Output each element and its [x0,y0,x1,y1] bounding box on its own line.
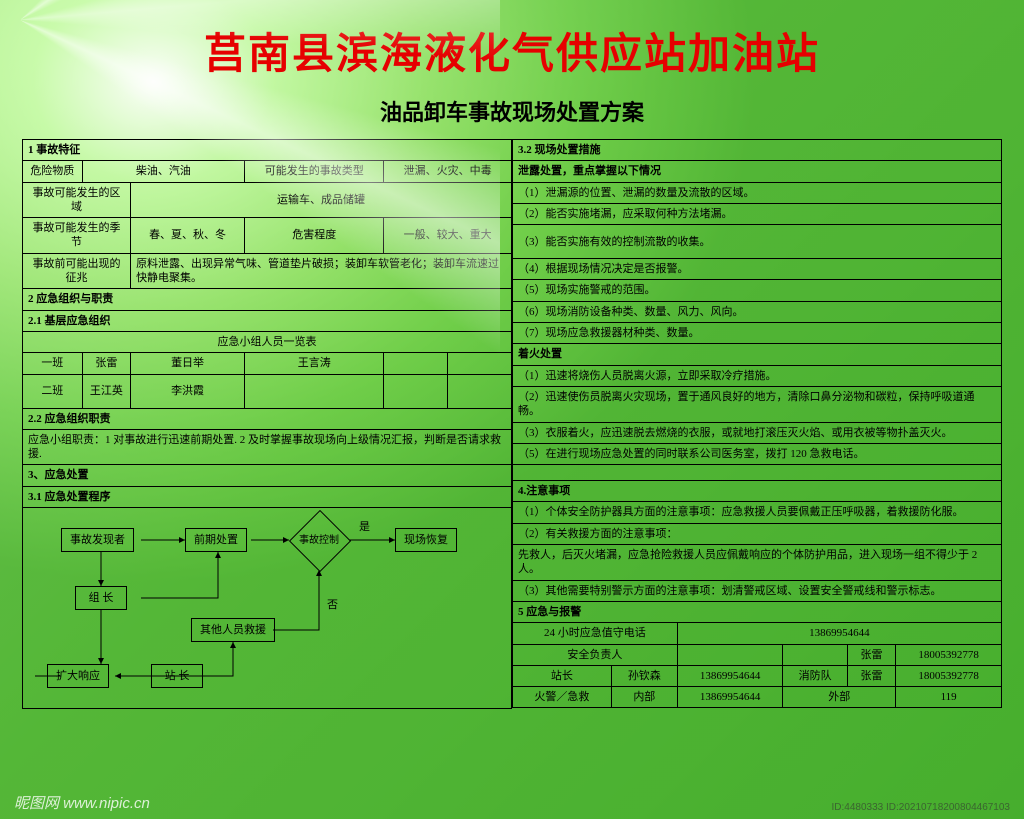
right-table: 3.2 现场处置措施 泄露处置，重点掌握以下情况 （1）泄漏源的位置、泄漏的数量… [512,139,1002,708]
cell: 18005392778 [896,644,1002,665]
s21-header: 2.1 基层应急组织 [23,310,512,331]
flow-node-expand: 扩大响应 [47,664,109,688]
cell: 可能发生的事故类型 [245,161,384,182]
cell: （2）有关救援方面的注意事项： [513,523,1002,544]
left-column: 1 事故特征 危险物质 柴油、汽油 可能发生的事故类型 泄漏、火灾、中毒 事故可… [22,139,512,709]
cell: 安全负责人 [513,644,678,665]
s4-header: 4.注意事项 [513,481,1002,502]
cell: 运输车、成品储罐 [131,182,512,218]
cell: 泄漏、火灾、中毒 [384,161,512,182]
cell: 张雷 [847,644,895,665]
cell: 张雷 [82,353,130,374]
s3-header: 3、应急处置 [23,465,512,486]
cell [448,374,512,408]
flow-label-yes: 是 [359,520,370,534]
cell: （3）能否实施有效的控制流散的收集。 [513,225,1002,259]
cell: 董日举 [131,353,245,374]
cell: （7）现场应急救援器材种类、数量。 [513,323,1002,344]
right-column: 3.2 现场处置措施 泄露处置，重点掌握以下情况 （1）泄漏源的位置、泄漏的数量… [512,139,1002,709]
cell [783,644,847,665]
cell: 事故可能发生的区域 [23,182,131,218]
flow-node-leader: 组 长 [75,586,127,610]
s5-header: 5 应急与报警 [513,601,1002,622]
s22-header: 2.2 应急组织职责 [23,408,512,429]
cell: 先救人，后灭火堵漏，应急抢险救援人员应佩戴响应的个体防护用品，进入现场一组不得少… [513,545,1002,581]
cell: （3）衣服着火，应迅速脱去燃烧的衣服，或就地打滚压灭火焰、或用衣被等物扑盖灭火。 [513,422,1002,443]
cell: （5）现场实施警戒的范围。 [513,280,1002,301]
s32-header: 3.2 现场处置措施 [513,140,1002,161]
cell: （5）在进行现场应急处置的同时联系公司医务室，拨打 120 急救电话。 [513,443,1002,464]
s1-header: 1 事故特征 [23,140,512,161]
fire-header: 着火处置 [513,344,1002,365]
cell: 一般、较大、重大 [384,218,512,254]
flow-node-control-label: 事故控制 [299,535,339,546]
cell: 李洪霞 [131,374,245,408]
cell: （4）根据现场情况决定是否报警。 [513,259,1002,280]
cell: 张雷 [847,665,895,686]
cell: （1）个体安全防护器具方面的注意事项：应急救援人员要佩戴正压呼吸器，着救援防化服… [513,502,1002,523]
flow-node-discoverer: 事故发现者 [61,528,134,552]
cell: 事故可能发生的季节 [23,218,131,254]
cell: 原料泄露、出现异常气味、管道垫片破损；装卸车软管老化；装卸车流速过快静电聚集。 [131,253,512,289]
flow-label-no: 否 [327,598,338,612]
cell: 火警／急救 [513,687,612,708]
cell: （1）迅速将烧伤人员脱离火源，立即采取冷疗措施。 [513,365,1002,386]
cell: 站长 [513,665,612,686]
cell: 二班 [23,374,83,408]
cell [513,465,1002,481]
cell: 一班 [23,353,83,374]
watermark: 昵图网 www.nipic.cn [14,792,150,813]
flow-node-control: 事故控制 [289,510,349,570]
id-text: ID:4480333 ID:20210718200804467103 [832,802,1011,813]
cell: 王江英 [82,374,130,408]
cell [448,353,512,374]
cell [384,374,448,408]
cell: 13869954644 [677,687,783,708]
content-area: 1 事故特征 危险物质 柴油、汽油 可能发生的事故类型 泄漏、火灾、中毒 事故可… [22,139,1002,709]
left-table: 1 事故特征 危险物质 柴油、汽油 可能发生的事故类型 泄漏、火灾、中毒 事故可… [22,139,512,709]
cell: 危害程度 [245,218,384,254]
cell: （2）迅速使伤员脱离火灾现场，置于通风良好的地方，清除口鼻分泌物和碳粒，保持呼吸… [513,386,1002,422]
s2-header: 2 应急组织与职责 [23,289,512,310]
flow-node-rescue: 其他人员救援 [191,618,275,642]
cell [384,353,448,374]
cell [245,374,384,408]
cell: （3）其他需要特别警示方面的注意事项：划清警戒区域、设置安全警戒线和警示标志。 [513,580,1002,601]
cell: （6）现场消防设备种类、数量、风力、风向。 [513,301,1002,322]
s31-header: 3.1 应急处置程序 [23,486,512,507]
cell: 外部 [783,687,896,708]
flow-node-restore: 现场恢复 [395,528,457,552]
page-title: 莒南县滨海液化气供应站加油站 [0,0,1024,81]
cell: 内部 [611,687,677,708]
cell: 消防队 [783,665,847,686]
cell: （2）能否实施堵漏，应采取何种方法堵漏。 [513,203,1002,224]
leak-header: 泄露处置，重点掌握以下情况 [513,161,1002,182]
cell: 事故前可能出现的征兆 [23,253,131,289]
roster-title: 应急小组人员一览表 [23,331,512,352]
cell: 王言涛 [245,353,384,374]
flow-node-chief: 站 长 [151,664,203,688]
cell: 13869954644 [677,623,1001,644]
cell: 24 小时应急值守电话 [513,623,678,644]
cell: 孙钦森 [611,665,677,686]
flowchart: 事故发现者 前期处置 事故控制 现场恢复 组 长 其他人员救援 站 长 扩大响应… [23,508,511,708]
cell: （1）泄漏源的位置、泄漏的数量及流散的区域。 [513,182,1002,203]
cell: 危险物质 [23,161,83,182]
duty-text: 应急小组职责：1 对事故进行迅速前期处置. 2 及时掌握事故现场向上级情况汇报，… [23,429,512,465]
cell: 柴油、汽油 [82,161,244,182]
cell [677,644,783,665]
cell: 18005392778 [896,665,1002,686]
cell: 13869954644 [677,665,783,686]
flow-node-predisposal: 前期处置 [185,528,247,552]
cell: 119 [896,687,1002,708]
cell: 春、夏、秋、冬 [131,218,245,254]
page-subtitle: 油品卸车事故现场处置方案 [0,95,1024,127]
